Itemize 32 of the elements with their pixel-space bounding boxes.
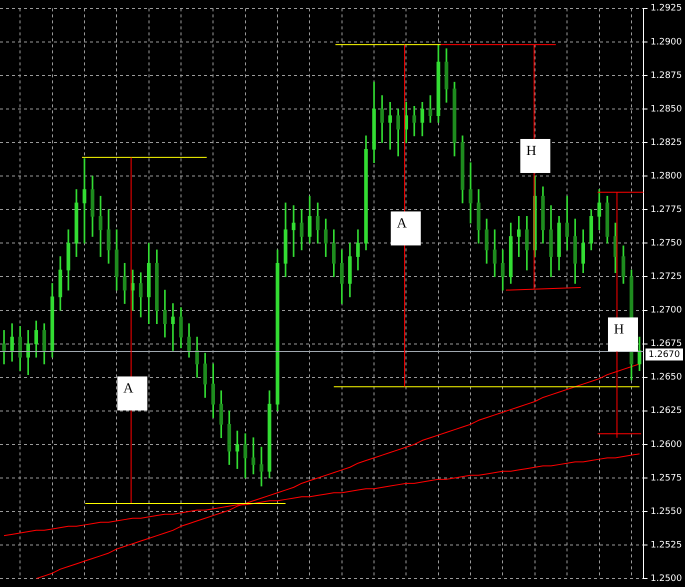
- annotation: A: [396, 216, 408, 232]
- y-tick-label: 1.2725: [650, 272, 682, 282]
- y-tick-label: 1.2500: [650, 574, 682, 584]
- y-tick-label: 1.2825: [650, 138, 682, 148]
- y-tick-label: 1.2750: [650, 238, 682, 249]
- y-tick-label: 1.2600: [650, 440, 682, 450]
- y-tick-label: 1.2775: [650, 204, 682, 215]
- annotation: H: [526, 144, 536, 159]
- y-tick-label: 1.2925: [650, 4, 682, 14]
- measure-bracket: A: [82, 156, 286, 504]
- candlestick: [2, 330, 6, 364]
- candlestick: [468, 162, 472, 224]
- y-tick-label: 1.2875: [650, 70, 682, 81]
- y-tick-label: 1.2650: [650, 372, 682, 383]
- measure-bracket: H: [505, 44, 582, 291]
- y-tick-label: 1.2525: [650, 540, 682, 550]
- y-tick-label: 1.2550: [650, 506, 682, 517]
- y-tick-label: 1.2700: [650, 306, 682, 316]
- y-tick-label: 1.2900: [650, 37, 682, 48]
- y-tick-label: 1.2675: [650, 339, 682, 350]
- y-tick-label: 1.2625: [650, 406, 682, 416]
- candlestick: [260, 446, 264, 486]
- candlestick: [171, 303, 175, 351]
- y-tick-label: 1.2850: [650, 104, 682, 114]
- ref-line-label: 1.2670: [648, 350, 680, 360]
- annotation: H: [614, 322, 624, 338]
- candlestick: [82, 158, 86, 244]
- annotation: A: [123, 381, 134, 396]
- candlestick: [98, 196, 102, 257]
- y-tick-label: 1.2575: [650, 473, 682, 484]
- y-tick-label: 1.2800: [650, 171, 682, 182]
- measure-bracket: H: [597, 192, 644, 438]
